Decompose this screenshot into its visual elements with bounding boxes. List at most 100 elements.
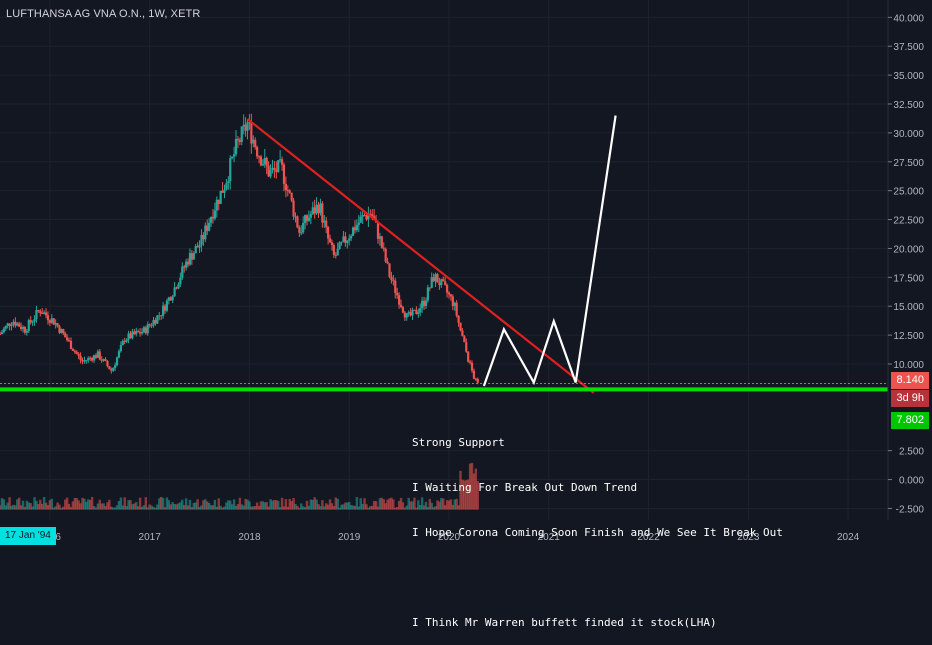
- annotation-line: Strong Support: [412, 436, 505, 449]
- candle: [200, 234, 203, 246]
- candle: [77, 353, 80, 356]
- price-tick-label: 22.500: [893, 216, 924, 227]
- candle: [171, 296, 174, 301]
- volume-bar: [294, 504, 297, 510]
- candle: [468, 361, 472, 363]
- candle: [317, 204, 320, 214]
- candle: [415, 310, 418, 315]
- volume-bar: [0, 498, 4, 510]
- candle: [336, 248, 339, 256]
- candle: [273, 167, 276, 170]
- candle: [338, 242, 341, 249]
- candle: [219, 190, 222, 204]
- candle: [342, 236, 345, 242]
- candle: [31, 321, 34, 323]
- candle: [401, 307, 405, 313]
- candle: [422, 300, 426, 306]
- candle: [44, 312, 48, 316]
- candle: [380, 236, 383, 248]
- candle: [411, 309, 414, 316]
- volume-bar: [252, 506, 255, 510]
- candle: [417, 312, 420, 315]
- volume-bar: [146, 507, 149, 510]
- candle: [382, 247, 385, 249]
- volume-bar: [282, 506, 286, 510]
- volume-bar: [136, 506, 140, 510]
- volume-bar: [229, 500, 232, 510]
- volume-bar: [181, 499, 184, 510]
- volume-bar: [296, 505, 299, 510]
- candle: [133, 331, 136, 335]
- price-tick-label: 12.500: [893, 331, 924, 342]
- candle: [202, 234, 205, 240]
- candle: [302, 222, 305, 233]
- candle: [25, 330, 28, 333]
- candle: [280, 159, 284, 165]
- volume-bar: [31, 506, 34, 510]
- candle: [115, 357, 119, 366]
- candle: [328, 238, 332, 243]
- volume-bar: [430, 502, 433, 510]
- candle: [413, 309, 416, 311]
- support-price-tag: 7.802: [891, 412, 929, 430]
- candle: [20, 326, 23, 329]
- volume-bar: [110, 506, 113, 510]
- downtrend-line[interactable]: [246, 118, 595, 394]
- volume-bar: [62, 506, 65, 510]
- volume-bar: [419, 505, 422, 510]
- volume-bar: [330, 503, 334, 510]
- volume-bar: [223, 506, 226, 510]
- candle: [426, 287, 429, 301]
- candle: [64, 333, 67, 338]
- price-chart[interactable]: 40.000 37.500 35.000 32.500 30.000 27.500 25.0…: [0, 0, 932, 550]
- candle: [106, 360, 109, 367]
- volume-bar: [44, 502, 48, 510]
- candle: [286, 190, 289, 192]
- price-axis[interactable]: 40.000 37.500 35.000 32.500 30.000 27.500 25.0…: [888, 13, 924, 515]
- candle: [296, 216, 299, 228]
- volume-bar: [321, 500, 324, 510]
- projection-path[interactable]: [482, 115, 617, 387]
- candle: [472, 370, 476, 379]
- volume-bar: [278, 507, 282, 510]
- candle: [334, 254, 337, 256]
- candle: [419, 308, 422, 313]
- volume-bar: [209, 505, 213, 510]
- volume-bar: [144, 497, 148, 510]
- candle: [138, 332, 142, 334]
- volume-bar: [399, 497, 403, 510]
- volume-bar: [167, 500, 171, 510]
- candle: [238, 140, 241, 142]
- candle: [405, 313, 408, 318]
- candle: [421, 300, 424, 309]
- candle: [67, 340, 71, 342]
- volume-bar: [424, 501, 428, 510]
- time-tick-label: 2024: [837, 532, 860, 543]
- candle: [23, 327, 27, 333]
- candle: [307, 217, 311, 221]
- candle: [175, 287, 178, 289]
- candle: [384, 248, 387, 262]
- candle: [476, 378, 479, 383]
- volume-bar: [46, 504, 50, 510]
- candle: [69, 340, 73, 349]
- volume-bar: [217, 498, 220, 510]
- volume-bar: [158, 498, 161, 510]
- volume-bar: [135, 502, 138, 510]
- candle: [455, 302, 458, 316]
- volume-bar: [309, 499, 313, 510]
- volume-bar: [102, 503, 105, 510]
- candle: [12, 321, 15, 325]
- candle: [73, 350, 76, 352]
- candle: [46, 315, 50, 321]
- candle: [298, 227, 301, 233]
- volume-bar: [349, 505, 353, 510]
- volume-bar: [463, 480, 466, 510]
- candle: [142, 327, 146, 333]
- volume-bar: [125, 506, 128, 510]
- annotation-text[interactable]: Strong Support I Waiting For Break Out D…: [412, 405, 783, 645]
- candle: [447, 292, 451, 295]
- volume-bar: [16, 499, 19, 510]
- time-tick-label: 2021: [538, 532, 561, 543]
- volume-bar: [154, 507, 157, 510]
